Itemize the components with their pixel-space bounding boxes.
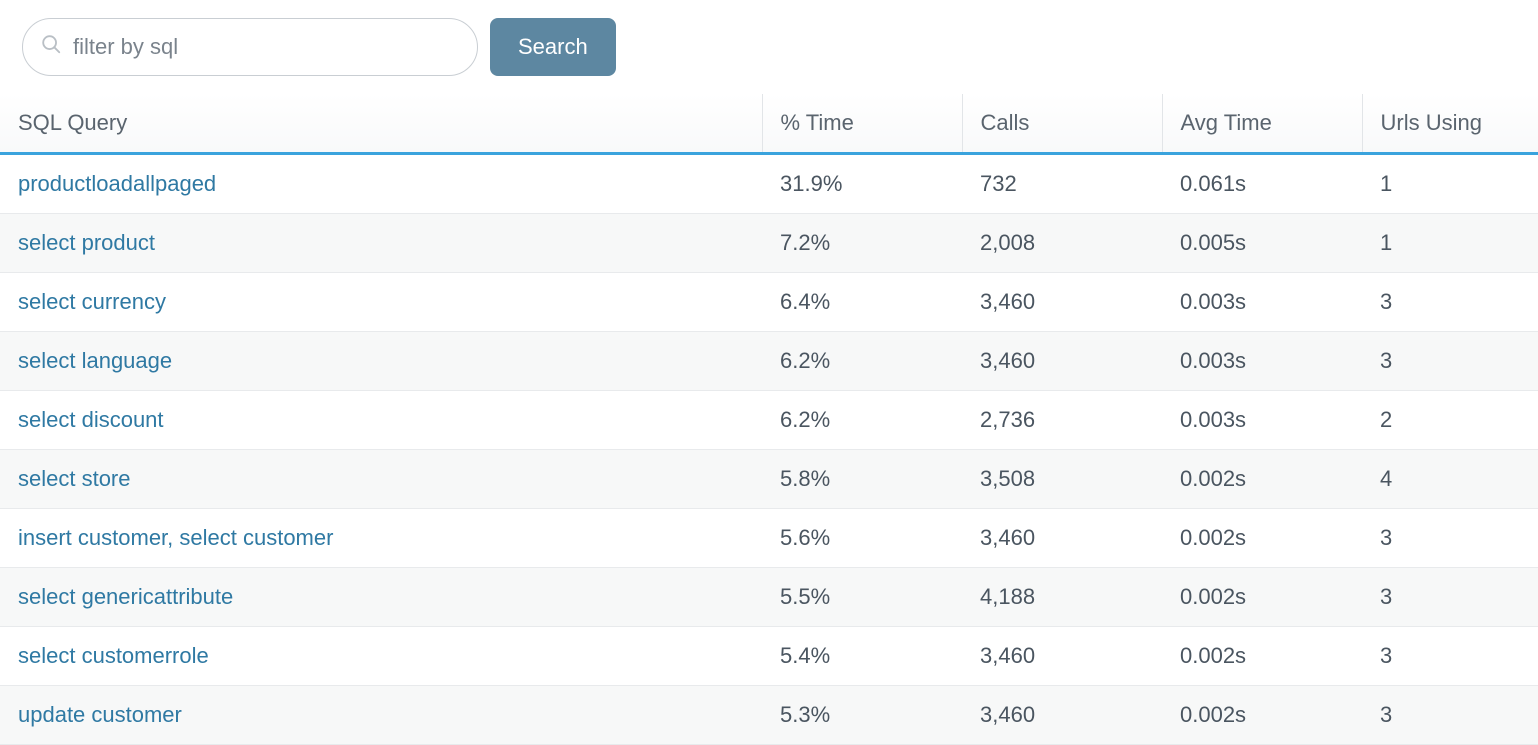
query-link[interactable]: select genericattribute (18, 584, 233, 609)
table-row: update customer 5.3%3,4600.002s3 (0, 686, 1538, 745)
cell-avg-time: 0.002s (1162, 450, 1362, 509)
query-link[interactable]: productloadallpaged (18, 171, 216, 196)
cell-calls: 2,008 (962, 214, 1162, 273)
cell-query: select genericattribute (0, 568, 762, 627)
cell-avg-time: 0.003s (1162, 391, 1362, 450)
cell-urls: 3 (1362, 568, 1538, 627)
cell-pct-time: 5.3% (762, 686, 962, 745)
col-header-pct-time[interactable]: % Time (762, 94, 962, 154)
table-row: insert customer, select customer 5.6%3,46… (0, 509, 1538, 568)
cell-calls: 3,460 (962, 627, 1162, 686)
col-header-urls[interactable]: Urls Using (1362, 94, 1538, 154)
query-link[interactable]: select product (18, 230, 155, 255)
query-link[interactable]: select currency (18, 289, 166, 314)
cell-calls: 2,736 (962, 391, 1162, 450)
cell-urls: 3 (1362, 509, 1538, 568)
cell-pct-time: 6.2% (762, 332, 962, 391)
query-link[interactable]: update customer (18, 702, 182, 727)
search-button[interactable]: Search (490, 18, 616, 76)
cell-pct-time: 31.9% (762, 154, 962, 214)
cell-calls: 3,460 (962, 686, 1162, 745)
cell-calls: 3,460 (962, 332, 1162, 391)
filter-input[interactable] (22, 18, 478, 76)
cell-calls: 732 (962, 154, 1162, 214)
cell-pct-time: 5.5% (762, 568, 962, 627)
cell-avg-time: 0.002s (1162, 509, 1362, 568)
table-row: select language 6.2%3,4600.003s3 (0, 332, 1538, 391)
cell-pct-time: 7.2% (762, 214, 962, 273)
col-header-query[interactable]: SQL Query (0, 94, 762, 154)
cell-query: select currency (0, 273, 762, 332)
query-link[interactable]: select customerrole (18, 643, 209, 668)
cell-query: select language (0, 332, 762, 391)
cell-avg-time: 0.005s (1162, 214, 1362, 273)
query-link[interactable]: select discount (18, 407, 164, 432)
query-link[interactable]: insert customer, select customer (18, 525, 333, 550)
search-bar: Search (0, 0, 1538, 94)
cell-avg-time: 0.002s (1162, 686, 1362, 745)
cell-avg-time: 0.003s (1162, 332, 1362, 391)
cell-pct-time: 5.8% (762, 450, 962, 509)
cell-query: update customer (0, 686, 762, 745)
table-row: select discount 6.2%2,7360.003s2 (0, 391, 1538, 450)
col-header-calls[interactable]: Calls (962, 94, 1162, 154)
cell-urls: 1 (1362, 214, 1538, 273)
query-link[interactable]: select store (18, 466, 131, 491)
search-input-wrap (22, 18, 478, 76)
cell-urls: 1 (1362, 154, 1538, 214)
cell-query: productloadallpaged (0, 154, 762, 214)
cell-avg-time: 0.002s (1162, 568, 1362, 627)
cell-urls: 3 (1362, 273, 1538, 332)
table-row: productloadallpaged 31.9%7320.061s1 (0, 154, 1538, 214)
table-row: select customerrole 5.4%3,4600.002s3 (0, 627, 1538, 686)
cell-avg-time: 0.061s (1162, 154, 1362, 214)
col-header-avg-time[interactable]: Avg Time (1162, 94, 1362, 154)
cell-urls: 3 (1362, 686, 1538, 745)
table-row: select genericattribute 5.5%4,1880.002s3 (0, 568, 1538, 627)
cell-query: select product (0, 214, 762, 273)
table-header-row: SQL Query % Time Calls Avg Time Urls Usi… (0, 94, 1538, 154)
cell-calls: 3,460 (962, 273, 1162, 332)
cell-urls: 3 (1362, 627, 1538, 686)
cell-pct-time: 5.4% (762, 627, 962, 686)
cell-query: select customerrole (0, 627, 762, 686)
query-link[interactable]: select language (18, 348, 172, 373)
table-row: select store 5.8%3,5080.002s4 (0, 450, 1538, 509)
cell-urls: 4 (1362, 450, 1538, 509)
cell-calls: 3,508 (962, 450, 1162, 509)
cell-query: select discount (0, 391, 762, 450)
table-body: productloadallpaged31.9%7320.061s1select… (0, 154, 1538, 745)
cell-query: select store (0, 450, 762, 509)
cell-calls: 4,188 (962, 568, 1162, 627)
cell-urls: 3 (1362, 332, 1538, 391)
cell-avg-time: 0.002s (1162, 627, 1362, 686)
cell-query: insert customer, select customer (0, 509, 762, 568)
cell-avg-time: 0.003s (1162, 273, 1362, 332)
table-row: select currency 6.4%3,4600.003s3 (0, 273, 1538, 332)
cell-urls: 2 (1362, 391, 1538, 450)
cell-pct-time: 6.2% (762, 391, 962, 450)
cell-pct-time: 5.6% (762, 509, 962, 568)
table-row: select product 7.2%2,0080.005s1 (0, 214, 1538, 273)
sql-query-table: SQL Query % Time Calls Avg Time Urls Usi… (0, 94, 1538, 745)
cell-pct-time: 6.4% (762, 273, 962, 332)
cell-calls: 3,460 (962, 509, 1162, 568)
